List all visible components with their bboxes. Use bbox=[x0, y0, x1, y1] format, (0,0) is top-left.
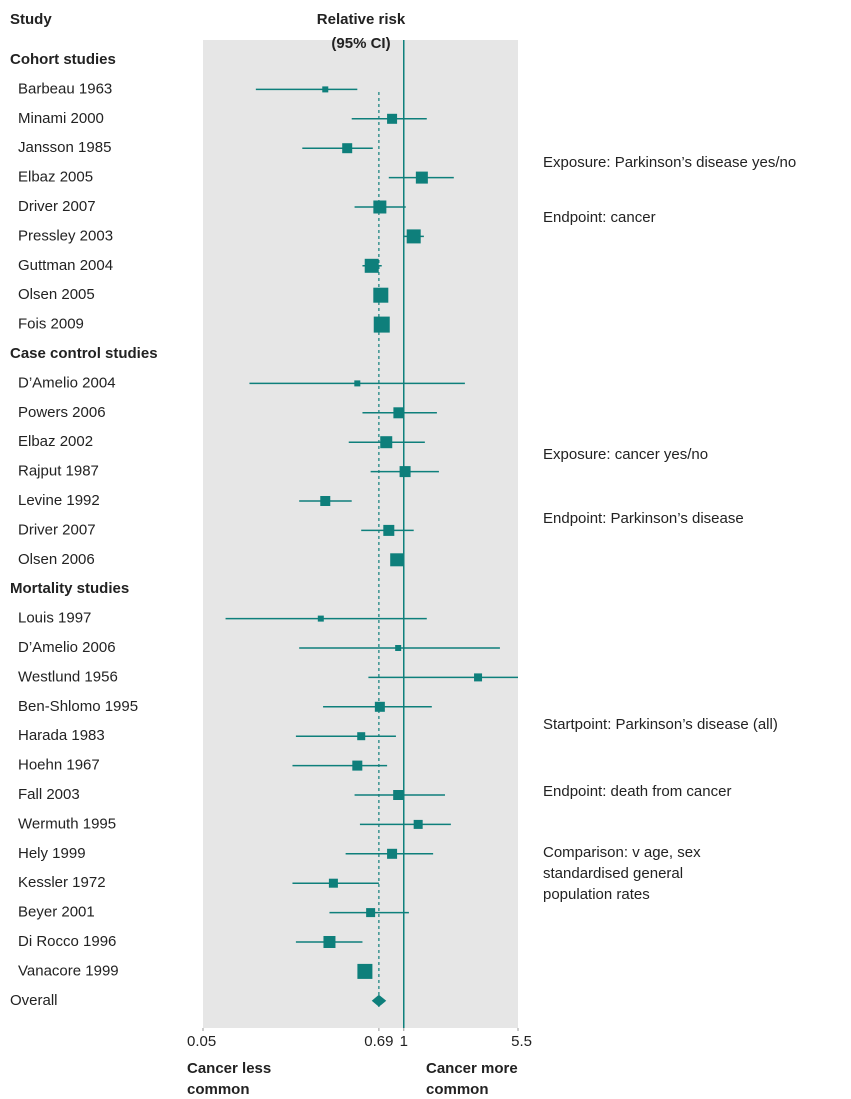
study-label: Pressley 2003 bbox=[18, 227, 113, 244]
study-label: Barbeau 1963 bbox=[18, 80, 112, 97]
study-label: Powers 2006 bbox=[18, 404, 106, 421]
x-tick-label: 1 bbox=[400, 1033, 408, 1050]
annotation: population rates bbox=[543, 886, 650, 903]
study-label: Olsen 2006 bbox=[18, 551, 95, 568]
study-label: Beyer 2001 bbox=[18, 904, 95, 921]
estimate-box bbox=[395, 645, 402, 651]
estimate-box bbox=[342, 143, 353, 154]
study-label: Fall 2003 bbox=[18, 786, 80, 803]
study-label: Levine 1992 bbox=[18, 492, 100, 509]
study-label: Hely 1999 bbox=[18, 845, 86, 862]
group-header: Mortality studies bbox=[10, 580, 129, 597]
estimate-box bbox=[317, 615, 324, 622]
annotation: Endpoint: cancer bbox=[543, 209, 656, 226]
study-label: Di Rocco 1996 bbox=[18, 933, 116, 950]
study-label: Kessler 1972 bbox=[18, 874, 106, 891]
x-tick-label: 0.05 bbox=[187, 1033, 216, 1050]
estimate-box bbox=[328, 878, 338, 888]
study-label: D’Amelio 2006 bbox=[18, 639, 116, 656]
study-label: Harada 1983 bbox=[18, 727, 105, 744]
column-header: Study bbox=[10, 11, 52, 28]
estimate-box bbox=[352, 760, 363, 771]
estimate-box bbox=[373, 316, 390, 333]
overall-diamond bbox=[371, 994, 387, 1007]
study-label: Elbaz 2005 bbox=[18, 169, 93, 186]
overall-label: Overall bbox=[10, 992, 58, 1009]
estimate-box bbox=[323, 936, 336, 948]
x-end-label: Cancer more bbox=[426, 1060, 518, 1077]
x-tick-label: 5.5 bbox=[511, 1033, 532, 1050]
study-label: Rajput 1987 bbox=[18, 463, 99, 480]
annotation: Comparison: v age, sex bbox=[543, 844, 701, 861]
estimate-box bbox=[393, 407, 405, 419]
study-label: Minami 2000 bbox=[18, 110, 104, 127]
plot-background bbox=[203, 40, 518, 1028]
estimate-box bbox=[413, 819, 423, 829]
estimate-box bbox=[474, 673, 483, 682]
study-label: Driver 2007 bbox=[18, 198, 96, 215]
estimate-box bbox=[366, 908, 376, 918]
study-label: D’Amelio 2004 bbox=[18, 374, 116, 391]
estimate-box bbox=[373, 287, 389, 303]
estimate-box bbox=[406, 229, 421, 244]
group-header: Cohort studies bbox=[10, 51, 116, 68]
study-label: Westlund 1956 bbox=[18, 668, 118, 685]
estimate-box bbox=[387, 113, 398, 124]
estimate-box bbox=[387, 848, 398, 859]
axis-title: Relative risk bbox=[317, 11, 406, 28]
annotation: Exposure: cancer yes/no bbox=[543, 446, 708, 463]
study-label: Fois 2009 bbox=[18, 316, 84, 333]
estimate-box bbox=[393, 790, 404, 800]
annotation: standardised general bbox=[543, 865, 683, 882]
estimate-box bbox=[374, 701, 385, 712]
estimate-box bbox=[357, 732, 366, 741]
estimate-box bbox=[399, 466, 411, 478]
estimate-box bbox=[415, 171, 428, 184]
group-header: Case control studies bbox=[10, 345, 158, 362]
study-label: Jansson 1985 bbox=[18, 139, 111, 156]
study-label: Driver 2007 bbox=[18, 521, 96, 538]
study-label: Wermuth 1995 bbox=[18, 815, 116, 832]
x-tick-label: 0.69 bbox=[364, 1033, 393, 1050]
x-end-label: common bbox=[426, 1081, 489, 1098]
estimate-box bbox=[357, 963, 373, 979]
estimate-box bbox=[320, 496, 331, 506]
estimate-box bbox=[380, 436, 393, 449]
study-label: Elbaz 2002 bbox=[18, 433, 93, 450]
estimate-box bbox=[322, 86, 329, 93]
annotation: Endpoint: death from cancer bbox=[543, 783, 731, 800]
study-label: Louis 1997 bbox=[18, 610, 91, 627]
study-label: Vanacore 1999 bbox=[18, 962, 119, 979]
study-label: Hoehn 1967 bbox=[18, 757, 100, 774]
estimate-box bbox=[383, 524, 395, 536]
x-end-label: common bbox=[187, 1081, 250, 1098]
x-end-label: Cancer less bbox=[187, 1060, 271, 1077]
estimate-box bbox=[373, 200, 387, 214]
estimate-box bbox=[390, 553, 404, 567]
annotation: Endpoint: Parkinson’s disease bbox=[543, 510, 744, 527]
study-label: Guttman 2004 bbox=[18, 257, 113, 274]
estimate-box bbox=[354, 380, 361, 387]
axis-title: (95% CI) bbox=[331, 35, 390, 52]
annotation: Exposure: Parkinson’s disease yes/no bbox=[543, 154, 796, 171]
estimate-box bbox=[364, 258, 379, 273]
study-label: Olsen 2005 bbox=[18, 286, 95, 303]
annotation: Startpoint: Parkinson’s disease (all) bbox=[543, 716, 778, 733]
study-label: Ben-Shlomo 1995 bbox=[18, 698, 138, 715]
